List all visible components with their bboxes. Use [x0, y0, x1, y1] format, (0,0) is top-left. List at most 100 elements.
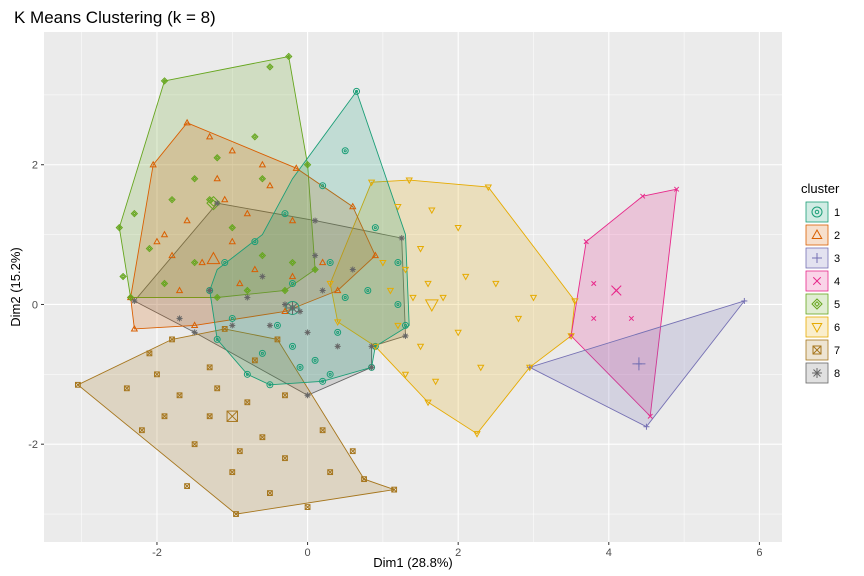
point-cluster-2 [318, 258, 327, 266]
point-cluster-7 [206, 364, 213, 371]
x-tick-label: 6 [756, 547, 762, 559]
centroid-cluster-7 [226, 410, 238, 422]
point-cluster-8 [398, 235, 405, 242]
legend-item-6: 6 [805, 316, 840, 338]
cluster-hulls [77, 55, 746, 515]
point-cluster-2 [266, 181, 274, 189]
legend-label: 6 [834, 322, 840, 334]
point-cluster-2 [175, 286, 184, 294]
point-cluster-2 [236, 279, 244, 287]
point-cluster-6 [416, 245, 425, 253]
point-cluster-1 [296, 363, 304, 371]
point-cluster-1 [401, 321, 409, 329]
point-cluster-1 [228, 314, 236, 322]
point-cluster-4 [583, 238, 589, 245]
point-cluster-7 [236, 448, 243, 455]
legend-item-4: 4 [805, 270, 840, 292]
legend-symbol-2 [811, 228, 823, 239]
point-cluster-1 [394, 300, 402, 308]
legend-symbol-7 [812, 345, 822, 355]
x-tick-label: 4 [606, 547, 612, 559]
point-cluster-2 [160, 230, 169, 238]
point-cluster-1 [364, 286, 372, 294]
point-cluster-6 [326, 280, 334, 288]
point-cluster-7 [244, 399, 251, 406]
point-cluster-5 [126, 293, 135, 302]
point-cluster-8 [229, 322, 236, 329]
point-cluster-8 [259, 273, 266, 280]
point-cluster-7 [123, 385, 130, 392]
point-cluster-7 [229, 469, 236, 476]
point-cluster-7 [184, 483, 190, 490]
chart-title: K Means Clustering (k = 8) [14, 8, 216, 27]
point-cluster-1 [258, 349, 266, 357]
legend-title: cluster [801, 181, 840, 196]
legend-key [805, 201, 829, 223]
point-cluster-4 [628, 315, 634, 322]
point-cluster-8 [206, 287, 213, 294]
point-cluster-6 [462, 273, 470, 281]
point-cluster-7 [169, 336, 175, 343]
legend-label: 8 [834, 368, 840, 380]
point-cluster-6 [567, 333, 575, 340]
hull-cluster-5 [118, 55, 316, 298]
point-cluster-8 [319, 287, 326, 294]
point-cluster-2 [198, 258, 206, 266]
centroid-cluster-3 [632, 357, 646, 371]
point-cluster-7 [191, 441, 198, 448]
point-cluster-8 [297, 308, 304, 315]
point-cluster-8 [368, 343, 375, 350]
point-cluster-6 [454, 225, 462, 232]
point-cluster-5 [145, 244, 154, 253]
point-cluster-4 [568, 333, 574, 339]
point-cluster-1 [319, 377, 327, 385]
point-cluster-2 [153, 237, 161, 245]
point-cluster-5 [228, 223, 236, 232]
point-cluster-2 [258, 160, 267, 168]
point-cluster-7 [259, 434, 266, 441]
point-cluster-6 [571, 298, 579, 305]
point-cluster-5 [281, 286, 289, 295]
point-cluster-5 [303, 161, 312, 169]
point-cluster-7 [251, 357, 258, 364]
point-cluster-1 [326, 259, 334, 267]
point-cluster-1 [213, 335, 221, 343]
point-cluster-7 [138, 427, 145, 434]
point-cluster-5 [258, 175, 267, 183]
centroid-cluster-6 [424, 299, 439, 312]
point-cluster-1 [326, 370, 334, 378]
hull-cluster-4 [570, 188, 678, 418]
point-cluster-6 [439, 294, 447, 302]
point-cluster-2 [371, 251, 380, 259]
legend-symbol-3 [812, 253, 822, 263]
y-axis-title: Dim2 (15.2%) [8, 247, 23, 326]
point-cluster-6 [428, 207, 436, 215]
point-cluster-6 [431, 378, 440, 386]
point-cluster-7 [221, 326, 228, 332]
axis-ticks: -2 0 2 4 6 -2 0 2 [28, 160, 762, 559]
point-cluster-6 [473, 431, 481, 438]
point-cluster-1 [251, 238, 259, 246]
point-cluster-6 [379, 259, 387, 267]
point-cluster-2 [243, 209, 252, 217]
point-cluster-7 [206, 413, 213, 420]
y-tick-label: -2 [28, 439, 38, 451]
point-cluster-1 [221, 259, 229, 267]
point-cluster-8 [349, 266, 356, 273]
point-cluster-7 [391, 486, 398, 493]
point-cluster-5 [285, 52, 293, 61]
legend-label: 5 [834, 299, 840, 311]
point-cluster-8 [368, 364, 375, 371]
point-cluster-7 [274, 336, 281, 343]
plot-panel [44, 32, 782, 542]
point-cluster-5 [213, 293, 221, 302]
point-cluster-2 [228, 146, 236, 154]
point-cluster-7 [327, 469, 334, 476]
x-tick-label: -2 [152, 547, 162, 559]
point-cluster-1 [334, 328, 342, 336]
point-cluster-6 [416, 343, 425, 351]
point-cluster-1 [353, 87, 361, 95]
point-cluster-6 [424, 399, 432, 407]
point-cluster-7 [154, 371, 160, 378]
point-cluster-7 [146, 350, 153, 357]
